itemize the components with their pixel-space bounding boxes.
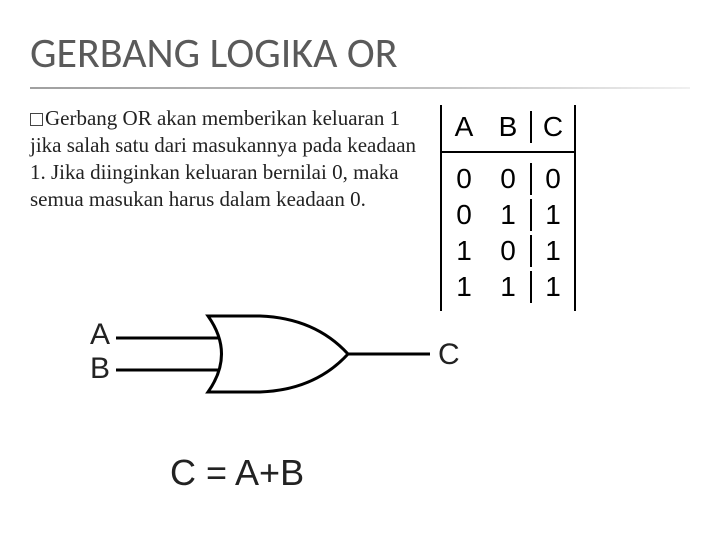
cell-a: 0 xyxy=(442,163,486,195)
cell-c: 1 xyxy=(530,271,574,303)
table-body: 0 0 0 0 1 1 1 0 1 1 1 1 xyxy=(442,153,574,311)
gate-output-label: C xyxy=(438,338,460,371)
title-underline xyxy=(30,87,690,89)
table-header-a: A xyxy=(442,111,486,143)
table-row: 1 0 1 xyxy=(442,233,574,269)
cell-a: 1 xyxy=(442,271,486,303)
gate-input-b-label: B xyxy=(90,352,110,385)
description-paragraph: Gerbang OR akan memberikan keluaran 1 ji… xyxy=(30,101,420,311)
cell-c: 1 xyxy=(530,199,574,231)
bullet-icon xyxy=(30,113,43,126)
cell-b: 1 xyxy=(486,271,530,303)
or-gate-diagram: A B C xyxy=(90,310,470,440)
page-title: GERBANG LOGIKA OR xyxy=(0,0,720,87)
cell-c: 1 xyxy=(530,235,574,267)
cell-b: 0 xyxy=(486,235,530,267)
table-row: 0 0 0 xyxy=(442,161,574,197)
table-row: 0 1 1 xyxy=(442,197,574,233)
cell-c: 0 xyxy=(530,163,574,195)
cell-b: 0 xyxy=(486,163,530,195)
cell-a: 1 xyxy=(442,235,486,267)
truth-table: A B C 0 0 0 0 1 1 1 0 1 1 1 1 xyxy=(440,105,576,311)
table-row: 1 1 1 xyxy=(442,269,574,305)
description-text: Gerbang OR akan memberikan keluaran 1 ji… xyxy=(30,106,416,211)
table-header-row: A B C xyxy=(442,105,574,153)
or-gate-svg: A B C xyxy=(90,310,470,440)
cell-a: 0 xyxy=(442,199,486,231)
boolean-equation: C = A+B xyxy=(170,452,304,494)
gate-input-a-label: A xyxy=(90,318,110,351)
cell-b: 1 xyxy=(486,199,530,231)
or-gate-body xyxy=(208,316,348,392)
content-row: Gerbang OR akan memberikan keluaran 1 ji… xyxy=(0,101,720,311)
table-header-b: B xyxy=(486,111,530,143)
table-header-c: C xyxy=(530,111,574,143)
